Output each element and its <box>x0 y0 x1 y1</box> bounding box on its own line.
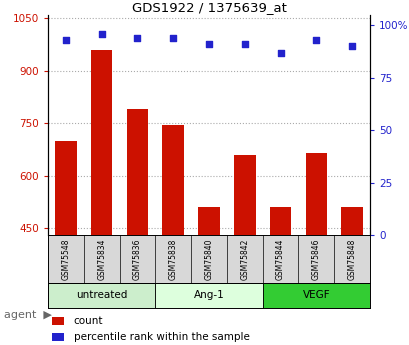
Text: GSM75840: GSM75840 <box>204 238 213 280</box>
Text: percentile rank within the sample: percentile rank within the sample <box>74 332 249 342</box>
Title: GDS1922 / 1375639_at: GDS1922 / 1375639_at <box>131 1 286 14</box>
Text: Ang-1: Ang-1 <box>193 290 224 300</box>
Bar <box>155 283 262 308</box>
Text: GSM75836: GSM75836 <box>133 238 142 280</box>
Point <box>63 37 69 43</box>
Point <box>134 35 140 41</box>
Text: GSM75548: GSM75548 <box>61 238 70 280</box>
Text: GSM75834: GSM75834 <box>97 238 106 280</box>
Text: GSM75848: GSM75848 <box>347 238 356 280</box>
Bar <box>305 153 326 235</box>
Text: GSM75838: GSM75838 <box>169 238 177 280</box>
Bar <box>52 316 63 325</box>
Bar <box>234 155 255 235</box>
Bar <box>48 283 155 308</box>
Bar <box>162 125 184 235</box>
Point <box>312 37 319 43</box>
Bar <box>269 207 290 235</box>
Text: GSM75844: GSM75844 <box>275 238 284 280</box>
Point <box>169 35 176 41</box>
Text: agent  ▶: agent ▶ <box>4 310 52 320</box>
Point <box>276 50 283 56</box>
Bar <box>55 141 76 235</box>
Bar <box>341 207 362 235</box>
Text: VEGF: VEGF <box>302 290 329 300</box>
Text: GSM75846: GSM75846 <box>311 238 320 280</box>
Bar <box>126 109 148 235</box>
Point <box>348 44 355 49</box>
Point <box>241 42 247 47</box>
Bar <box>91 50 112 235</box>
Text: count: count <box>74 316 103 326</box>
Bar <box>198 207 219 235</box>
Point <box>98 31 105 37</box>
Bar <box>262 283 369 308</box>
Bar <box>52 333 63 341</box>
Text: untreated: untreated <box>76 290 127 300</box>
Point <box>205 42 212 47</box>
Text: GSM75842: GSM75842 <box>240 238 249 280</box>
